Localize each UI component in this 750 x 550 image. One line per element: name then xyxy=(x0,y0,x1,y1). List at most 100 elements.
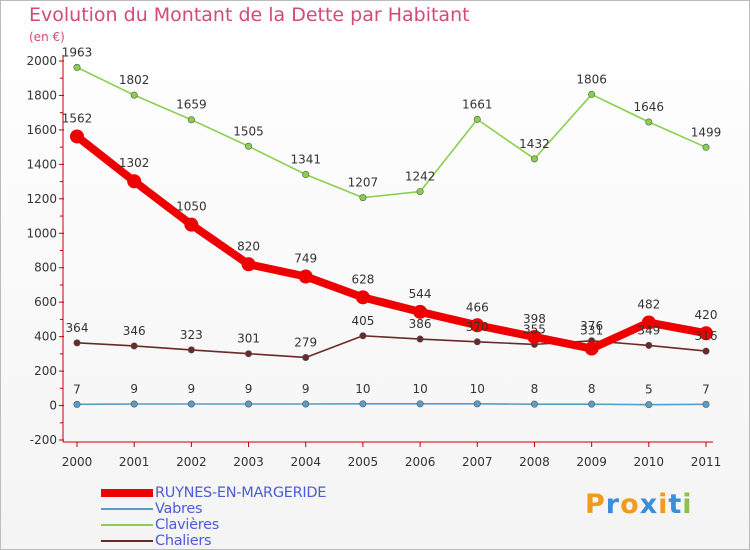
y-tick-label: 1800 xyxy=(26,88,57,102)
data-label: 7 xyxy=(702,382,710,396)
x-tick-label: 2004 xyxy=(290,455,321,469)
x-tick-label: 2002 xyxy=(176,455,207,469)
data-label: 9 xyxy=(188,382,196,396)
data-point xyxy=(527,329,542,344)
legend-label: RUYNES-EN-MARGERIDE xyxy=(155,485,327,501)
legend-label: Clavières xyxy=(155,517,219,533)
data-point xyxy=(184,217,199,232)
legend-swatch xyxy=(101,489,153,497)
data-label: 1207 xyxy=(348,176,379,190)
legend-label: Vabres xyxy=(155,501,203,517)
data-point xyxy=(298,269,313,284)
data-point xyxy=(245,142,253,150)
x-tick-label: 2005 xyxy=(348,455,379,469)
data-point xyxy=(73,400,81,408)
data-point xyxy=(473,400,481,408)
data-point xyxy=(588,90,596,98)
data-label: 420 xyxy=(695,308,718,322)
data-point xyxy=(699,326,713,341)
data-label: 364 xyxy=(66,321,89,335)
series-line-0 xyxy=(74,133,707,353)
x-tick-label: 2003 xyxy=(233,455,264,469)
data-point xyxy=(641,315,656,330)
y-tick-label: 0 xyxy=(49,399,57,413)
data-point xyxy=(473,338,481,346)
data-point xyxy=(187,346,195,354)
y-tick-label: 600 xyxy=(34,295,57,309)
data-point xyxy=(130,342,138,350)
y-tick-label: 1400 xyxy=(26,157,57,171)
data-point xyxy=(416,335,424,343)
data-point xyxy=(702,143,710,151)
legend-swatch xyxy=(101,540,153,542)
x-tick-label: 2001 xyxy=(119,455,150,469)
data-label: 10 xyxy=(470,382,485,396)
data-point xyxy=(530,400,538,408)
data-label: 376 xyxy=(580,319,603,333)
data-point xyxy=(645,118,653,126)
data-label: 1505 xyxy=(233,124,264,138)
series-line-1 xyxy=(76,403,707,406)
data-label: 10 xyxy=(412,382,427,396)
data-point xyxy=(645,401,653,409)
data-point xyxy=(73,339,81,347)
data-label: 1302 xyxy=(119,156,150,170)
data-label: 1050 xyxy=(176,200,207,214)
data-label: 386 xyxy=(409,317,432,331)
y-tick-label: -200 xyxy=(30,433,57,447)
x-tick-label: 2009 xyxy=(576,455,607,469)
data-point xyxy=(245,400,253,408)
legend-label: Chaliers xyxy=(155,533,212,549)
data-label: 323 xyxy=(180,328,203,342)
data-point xyxy=(588,400,596,408)
legend-item: Clavières xyxy=(101,517,326,533)
y-tick-label: 1600 xyxy=(26,123,57,137)
x-tick-label: 2010 xyxy=(634,455,665,469)
data-label: 8 xyxy=(531,382,539,396)
data-point xyxy=(702,347,710,355)
data-label: 316 xyxy=(695,329,718,343)
data-point xyxy=(130,400,138,408)
data-label: 749 xyxy=(294,252,317,266)
data-label: 1432 xyxy=(519,137,550,151)
legend-item: Chaliers xyxy=(101,533,326,549)
y-tick-label: 2000 xyxy=(26,54,57,68)
data-point xyxy=(470,318,485,333)
y-tick-label: 400 xyxy=(34,330,57,344)
data-point xyxy=(70,129,84,144)
y-tick-label: 800 xyxy=(34,261,57,275)
data-label: 1341 xyxy=(290,153,321,167)
data-label: 398 xyxy=(523,312,546,326)
data-label: 355 xyxy=(523,322,546,336)
y-tick-label: 200 xyxy=(34,364,57,378)
data-point xyxy=(413,304,428,319)
data-label: 1646 xyxy=(634,100,665,114)
x-tick-label: 2007 xyxy=(462,455,493,469)
data-label: 1659 xyxy=(176,98,207,112)
data-point xyxy=(584,341,599,356)
data-label: 346 xyxy=(123,324,146,338)
data-point xyxy=(530,155,538,163)
data-point xyxy=(302,353,310,361)
data-point xyxy=(359,194,367,202)
data-label: 331 xyxy=(580,324,603,338)
data-point xyxy=(187,116,195,124)
series-line-2 xyxy=(76,66,707,199)
x-tick-label: 2008 xyxy=(519,455,550,469)
data-label: 9 xyxy=(130,382,138,396)
data-label: 1661 xyxy=(462,97,493,111)
data-label: 1499 xyxy=(691,125,722,139)
data-label: 482 xyxy=(637,298,660,312)
x-tick-label: 2006 xyxy=(405,455,436,469)
data-point xyxy=(645,341,653,349)
data-label: 466 xyxy=(466,300,489,314)
data-label: 628 xyxy=(351,272,374,286)
data-point xyxy=(241,257,256,272)
data-label: 1242 xyxy=(405,170,436,184)
data-label: 10 xyxy=(355,382,370,396)
data-label: 9 xyxy=(245,382,253,396)
y-tick-label: 1200 xyxy=(26,192,57,206)
legend-swatch xyxy=(101,524,153,526)
